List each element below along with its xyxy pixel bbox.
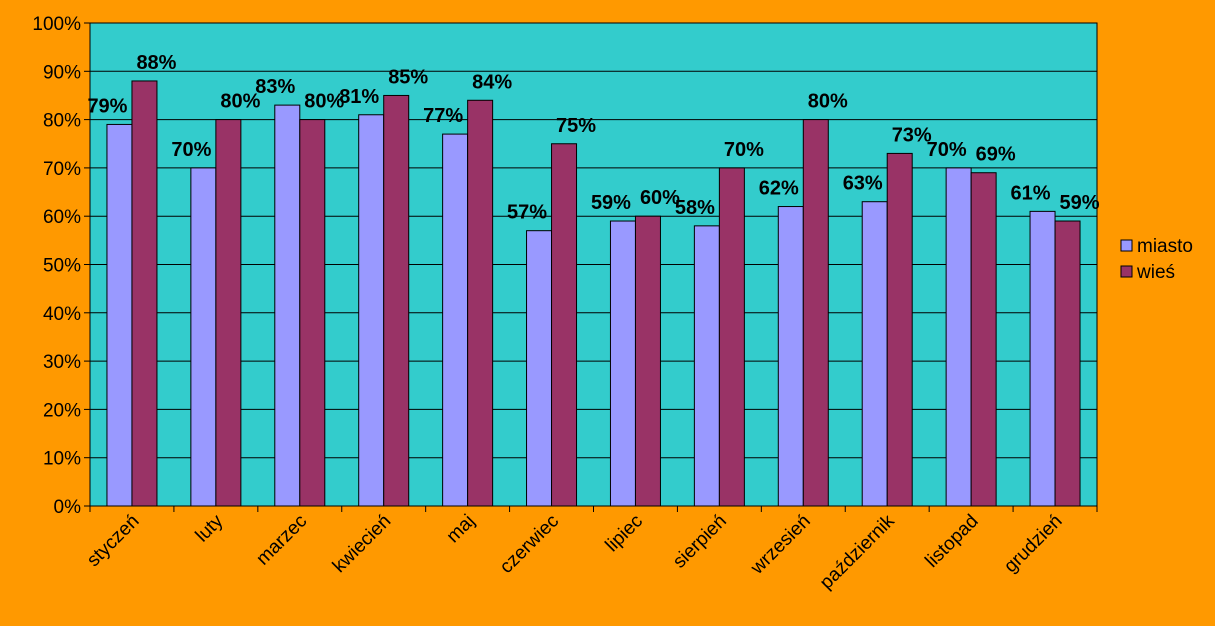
bar-wieś bbox=[970, 172, 997, 507]
y-tick-label: 90% bbox=[43, 62, 81, 83]
data-label: 60% bbox=[640, 187, 680, 209]
legend: miasto wieś bbox=[1120, 236, 1193, 283]
data-label: 80% bbox=[808, 91, 848, 113]
data-label: 80% bbox=[304, 91, 344, 113]
x-tick-label: luty bbox=[192, 510, 228, 546]
bar-miasto bbox=[526, 230, 553, 507]
data-label: 58% bbox=[675, 197, 715, 219]
y-tick-label: 10% bbox=[43, 449, 81, 470]
data-label: 80% bbox=[220, 91, 260, 113]
data-label: 61% bbox=[1011, 182, 1051, 204]
y-tick-label: 30% bbox=[43, 352, 81, 373]
data-label: 75% bbox=[556, 115, 596, 137]
y-tick-label: 50% bbox=[43, 256, 81, 277]
x-tick-label: styczeń bbox=[83, 511, 143, 571]
y-tick-label: 0% bbox=[54, 497, 82, 518]
data-label: 70% bbox=[927, 139, 967, 161]
legend-swatch bbox=[1120, 265, 1133, 278]
x-tick-label: wrzesień bbox=[746, 511, 815, 580]
data-label: 62% bbox=[759, 178, 799, 200]
bar-miasto bbox=[442, 133, 469, 507]
x-tick-label: czerwiec bbox=[496, 511, 563, 578]
x-tick-label: listopad bbox=[921, 511, 982, 572]
data-label: 88% bbox=[136, 52, 176, 74]
data-labels: 79%88%70%80%83%80%81%85%77%84%57%75%59% 6… bbox=[87, 52, 1099, 224]
bar-miasto bbox=[777, 206, 804, 507]
x-tick-label: marzec bbox=[252, 511, 311, 570]
bar-miasto bbox=[274, 104, 301, 507]
bar-wieś bbox=[383, 94, 410, 507]
legend-label: wieś bbox=[1136, 262, 1175, 283]
bar-wieś bbox=[802, 119, 829, 507]
bar-miasto bbox=[945, 167, 972, 507]
bar-wieś bbox=[886, 152, 913, 507]
bar-miasto bbox=[358, 114, 385, 507]
data-label: 85% bbox=[388, 66, 428, 88]
y-tick-label: 70% bbox=[43, 159, 81, 180]
bar-miasto bbox=[190, 167, 217, 507]
data-label: 70% bbox=[171, 139, 211, 161]
data-label: 79% bbox=[87, 95, 127, 117]
x-tick-label: sierpień bbox=[669, 511, 731, 573]
x-tick-label: lipiec bbox=[602, 511, 647, 556]
data-label: 63% bbox=[843, 173, 883, 195]
legend-label: miasto bbox=[1137, 236, 1193, 257]
data-label: 77% bbox=[423, 105, 463, 127]
bar-wieś bbox=[299, 119, 326, 507]
x-tick-label: maj bbox=[443, 511, 480, 548]
data-label: 73% bbox=[892, 124, 932, 146]
gridlines bbox=[90, 70, 1097, 459]
bar-miasto bbox=[861, 201, 888, 507]
bars bbox=[106, 80, 1081, 507]
y-axis: 0% 10% 20% 30% 40% 50% 60% 70% 80% 90% 100% bbox=[32, 14, 90, 518]
bar-wieś bbox=[551, 143, 578, 507]
x-tick-label: grudzień bbox=[1000, 511, 1066, 577]
x-axis: styczeń luty marzec kwiecień maj czerwiec lipi… bbox=[83, 506, 1098, 593]
bar-wieś bbox=[215, 119, 242, 507]
bar-wieś bbox=[718, 167, 745, 507]
y-tick-label: 60% bbox=[43, 207, 81, 228]
bar-wieś bbox=[467, 99, 494, 507]
bar-miasto bbox=[609, 220, 636, 507]
data-label: 59% bbox=[591, 192, 631, 214]
x-tick-label: kwiecień bbox=[329, 511, 395, 577]
bar-miasto bbox=[1029, 210, 1056, 507]
y-tick-label: 80% bbox=[43, 111, 81, 132]
bar-miasto bbox=[693, 225, 720, 507]
y-tick-label: 20% bbox=[43, 400, 81, 421]
bar-miasto bbox=[106, 123, 133, 507]
data-label: 83% bbox=[255, 76, 295, 98]
bar-wieś bbox=[131, 80, 158, 507]
data-label: 70% bbox=[724, 139, 764, 161]
bar-wieś bbox=[634, 215, 661, 507]
x-tick-label: październik bbox=[816, 510, 899, 593]
data-label: 59% bbox=[1060, 192, 1100, 214]
data-label: 69% bbox=[976, 144, 1016, 166]
y-tick-label: 100% bbox=[32, 14, 81, 35]
bar-wieś bbox=[1054, 220, 1081, 507]
data-label: 57% bbox=[507, 202, 547, 224]
legend-swatch bbox=[1120, 239, 1133, 252]
data-label: 81% bbox=[339, 86, 379, 108]
y-tick-label: 40% bbox=[43, 304, 81, 325]
data-label: 84% bbox=[472, 71, 512, 93]
